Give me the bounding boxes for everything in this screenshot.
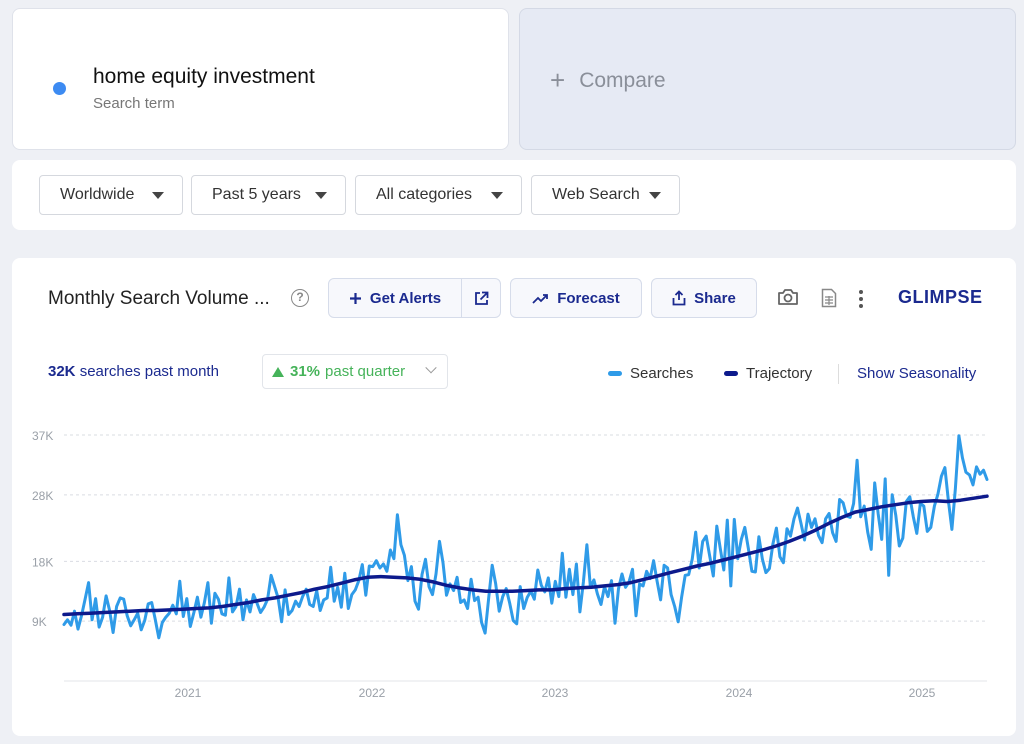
chart-title: Monthly Search Volume ... [48,288,270,309]
filter-category-dropdown[interactable]: All categories [355,175,522,215]
legend-trajectory[interactable]: Trajectory [724,365,812,382]
caret-down-icon [152,191,164,199]
searches-past-month-stat: 32K searches past month [48,363,219,380]
y-tick-label: 18K [32,555,53,569]
y-tick-label: 28K [32,489,53,503]
plus-icon [349,292,361,304]
trajectory-series-line [62,494,989,617]
brand-logo: GLIMPSE [898,287,983,307]
change-label: past quarter [325,363,406,380]
change-value: 31% [290,363,321,380]
forecast-button[interactable]: Forecast [510,278,642,318]
caret-down-icon [315,191,327,199]
share-button[interactable]: Share [651,278,757,318]
filter-label: Web Search [552,186,640,203]
compare-label: Compare [579,68,666,92]
series-color-dot [53,82,66,95]
x-tick-label: 2024 [726,686,753,700]
caret-down-icon [649,191,661,199]
legend-label: Trajectory [746,365,813,382]
legend-searches[interactable]: Searches [608,365,693,382]
filter-timerange-dropdown[interactable]: Past 5 years [191,175,346,215]
y-tick-label: 9K [32,615,47,629]
filter-label: Past 5 years [212,186,301,203]
open-external-button[interactable] [461,278,501,318]
share-icon [672,290,686,306]
legend-swatch [724,371,738,376]
camera-icon[interactable] [777,288,799,306]
filter-label: All categories [376,186,473,203]
search-term-card[interactable]: home equity investment Search term [12,8,509,150]
x-tick-label: 2022 [359,686,386,700]
get-alerts-label: Get Alerts [369,289,442,307]
x-tick-label: 2021 [175,686,202,700]
search-term-title: home equity investment [93,65,315,88]
caret-down-icon [491,191,503,199]
x-tick-label: 2023 [542,686,569,700]
question-circle-icon[interactable]: ? [291,289,309,307]
line-chart: 9K 18K 28K 37K 2021 2022 2023 2024 2025 [32,429,989,700]
plus-icon: + [550,65,566,95]
legend-divider [838,364,839,384]
filter-bar: Worldwide Past 5 years All categories We… [12,160,1016,230]
searches-series-line [62,434,989,640]
compare-button[interactable]: + Compare [550,65,666,96]
chart-card: Monthly Search Volume ... ? Get Alerts F… [12,258,1016,736]
spreadsheet-icon[interactable] [821,288,837,308]
more-vertical-icon[interactable] [858,289,864,309]
legend-label: Searches [630,365,694,382]
share-label: Share [694,289,736,307]
quarter-change-dropdown[interactable]: 31% past quarter [262,354,448,389]
filter-label: Worldwide [60,186,135,203]
get-alerts-button[interactable]: Get Alerts [328,278,462,318]
external-link-icon [474,291,488,305]
show-seasonality-link[interactable]: Show Seasonality [857,365,977,382]
triangle-up-icon [272,366,284,377]
trend-up-icon [532,293,549,304]
forecast-label: Forecast [557,289,620,307]
y-tick-label: 37K [32,429,53,443]
searches-label: searches past month [79,363,219,380]
search-term-subtitle: Search term [93,95,175,112]
filter-region-dropdown[interactable]: Worldwide [39,175,183,215]
x-tick-label: 2025 [909,686,936,700]
compare-card[interactable]: + Compare [519,8,1016,150]
searches-value: 32K [48,363,76,380]
legend-swatch [608,371,622,376]
filter-source-dropdown[interactable]: Web Search [531,175,680,215]
